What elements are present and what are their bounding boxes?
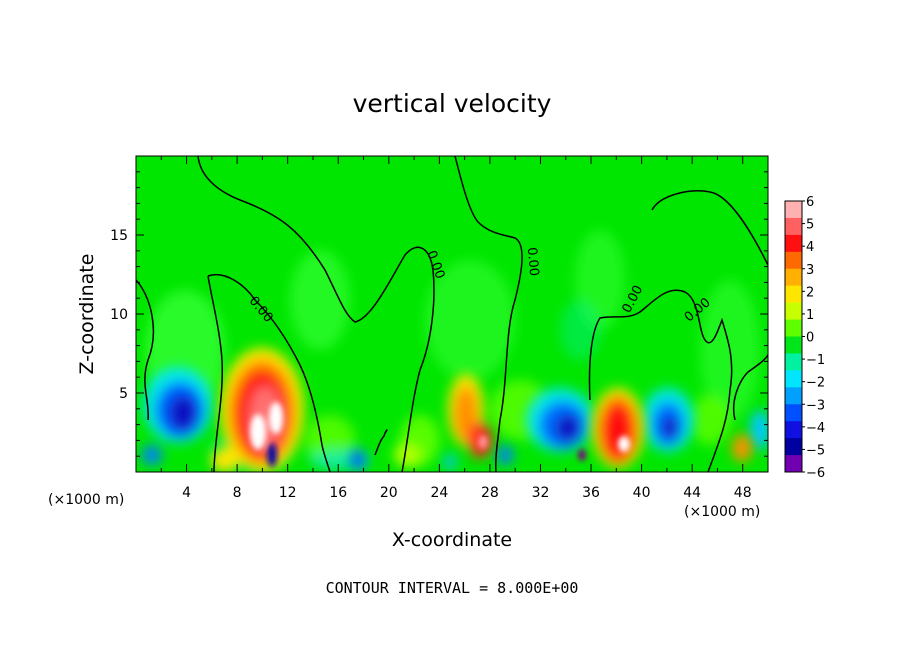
colorbar-swatch (785, 404, 802, 422)
x-tick-label: 24 (430, 485, 448, 501)
colorbar-swatch (785, 319, 802, 337)
x-tick-label: 12 (279, 485, 297, 501)
zero-contour (197, 156, 435, 472)
x-axis-unit-right: (×1000 m) (684, 504, 760, 520)
x-tick-label: 4 (182, 485, 191, 501)
colorbar-swatch (785, 201, 802, 219)
colorbar-swatch (785, 268, 802, 287)
colorbar-swatch (785, 302, 802, 321)
colorbar-swatch (785, 336, 802, 354)
colorbar-swatch (785, 438, 802, 456)
colorbar-tick-label: −1 (806, 353, 825, 368)
zero-contour (207, 275, 224, 472)
colorbar-swatch (785, 387, 802, 405)
contour-interval-note: CONTOUR INTERVAL = 8.000E+00 (326, 579, 579, 597)
colorbar-swatch (785, 455, 802, 473)
zero-contour (588, 289, 733, 472)
zero-contour-lines (136, 156, 768, 472)
x-tick-label: 20 (380, 485, 398, 501)
color-field (142, 230, 768, 472)
x-tick-label: 28 (481, 485, 499, 501)
x-tick-label: 32 (532, 485, 550, 501)
colorbar-tick-label: −4 (806, 421, 825, 436)
y-axis-label: Z-coordinate (76, 254, 98, 375)
x-axis: 4 8 12 16 20 24 28 32 36 40 44 48 (160, 156, 752, 501)
zero-contour (207, 273, 331, 472)
x-tick-label: 40 (633, 485, 651, 501)
zero-contour (454, 156, 523, 472)
zero-contour (136, 279, 155, 421)
plot-area: 0.00 0.00 0.00 0.00 0.00 (135, 155, 769, 473)
x-axis-label: X-coordinate (392, 529, 512, 551)
colorbar-tick-label: 2 (806, 285, 814, 300)
x-tick-label: 16 (329, 485, 347, 501)
colorbar-swatch (785, 285, 802, 304)
x-tick-label: 36 (582, 485, 600, 501)
colorbar-tick-label: 1 (806, 308, 814, 323)
x-tick-label: 48 (734, 485, 752, 501)
chart-title: vertical velocity (353, 89, 552, 118)
y-axis: 5 10 15 (110, 171, 768, 457)
colorbar-tick-label: −2 (806, 376, 825, 391)
colorbar-swatch (785, 234, 802, 253)
colorbar-tick-label: −6 (806, 466, 825, 481)
colorbar-swatch (785, 353, 802, 371)
y-tick-label: 5 (119, 386, 128, 402)
zero-contour (651, 190, 768, 266)
colorbar-tick-label: 4 (806, 240, 814, 255)
colorbar-tick-label: 5 (806, 218, 814, 233)
colorbar-tick-label: 6 (806, 195, 814, 210)
colorbar-swatch (785, 421, 802, 439)
colorbar: 6 5 4 3 2 1 0 −1 −2 −3 −4 −5 −6 (784, 195, 825, 481)
colorbar-swatch (785, 251, 802, 270)
colorbar-tick-label: −5 (806, 443, 825, 458)
x-axis-unit-left: (×1000 m) (48, 492, 124, 508)
colorbar-tick-label: 3 (806, 263, 814, 278)
y-tick-label: 15 (110, 228, 128, 244)
zero-contour (733, 354, 768, 421)
zero-contour (374, 429, 388, 456)
x-tick-label: 44 (683, 485, 701, 501)
colorbar-swatch (785, 217, 802, 236)
colorbar-tick-label: 0 (806, 331, 814, 346)
colorbar-swatch (785, 370, 802, 388)
contour-label: 0.00 (524, 247, 541, 277)
colorbar-tick-label: −3 (806, 398, 825, 413)
y-tick-label: 10 (110, 307, 128, 323)
x-tick-label: 8 (233, 485, 242, 501)
